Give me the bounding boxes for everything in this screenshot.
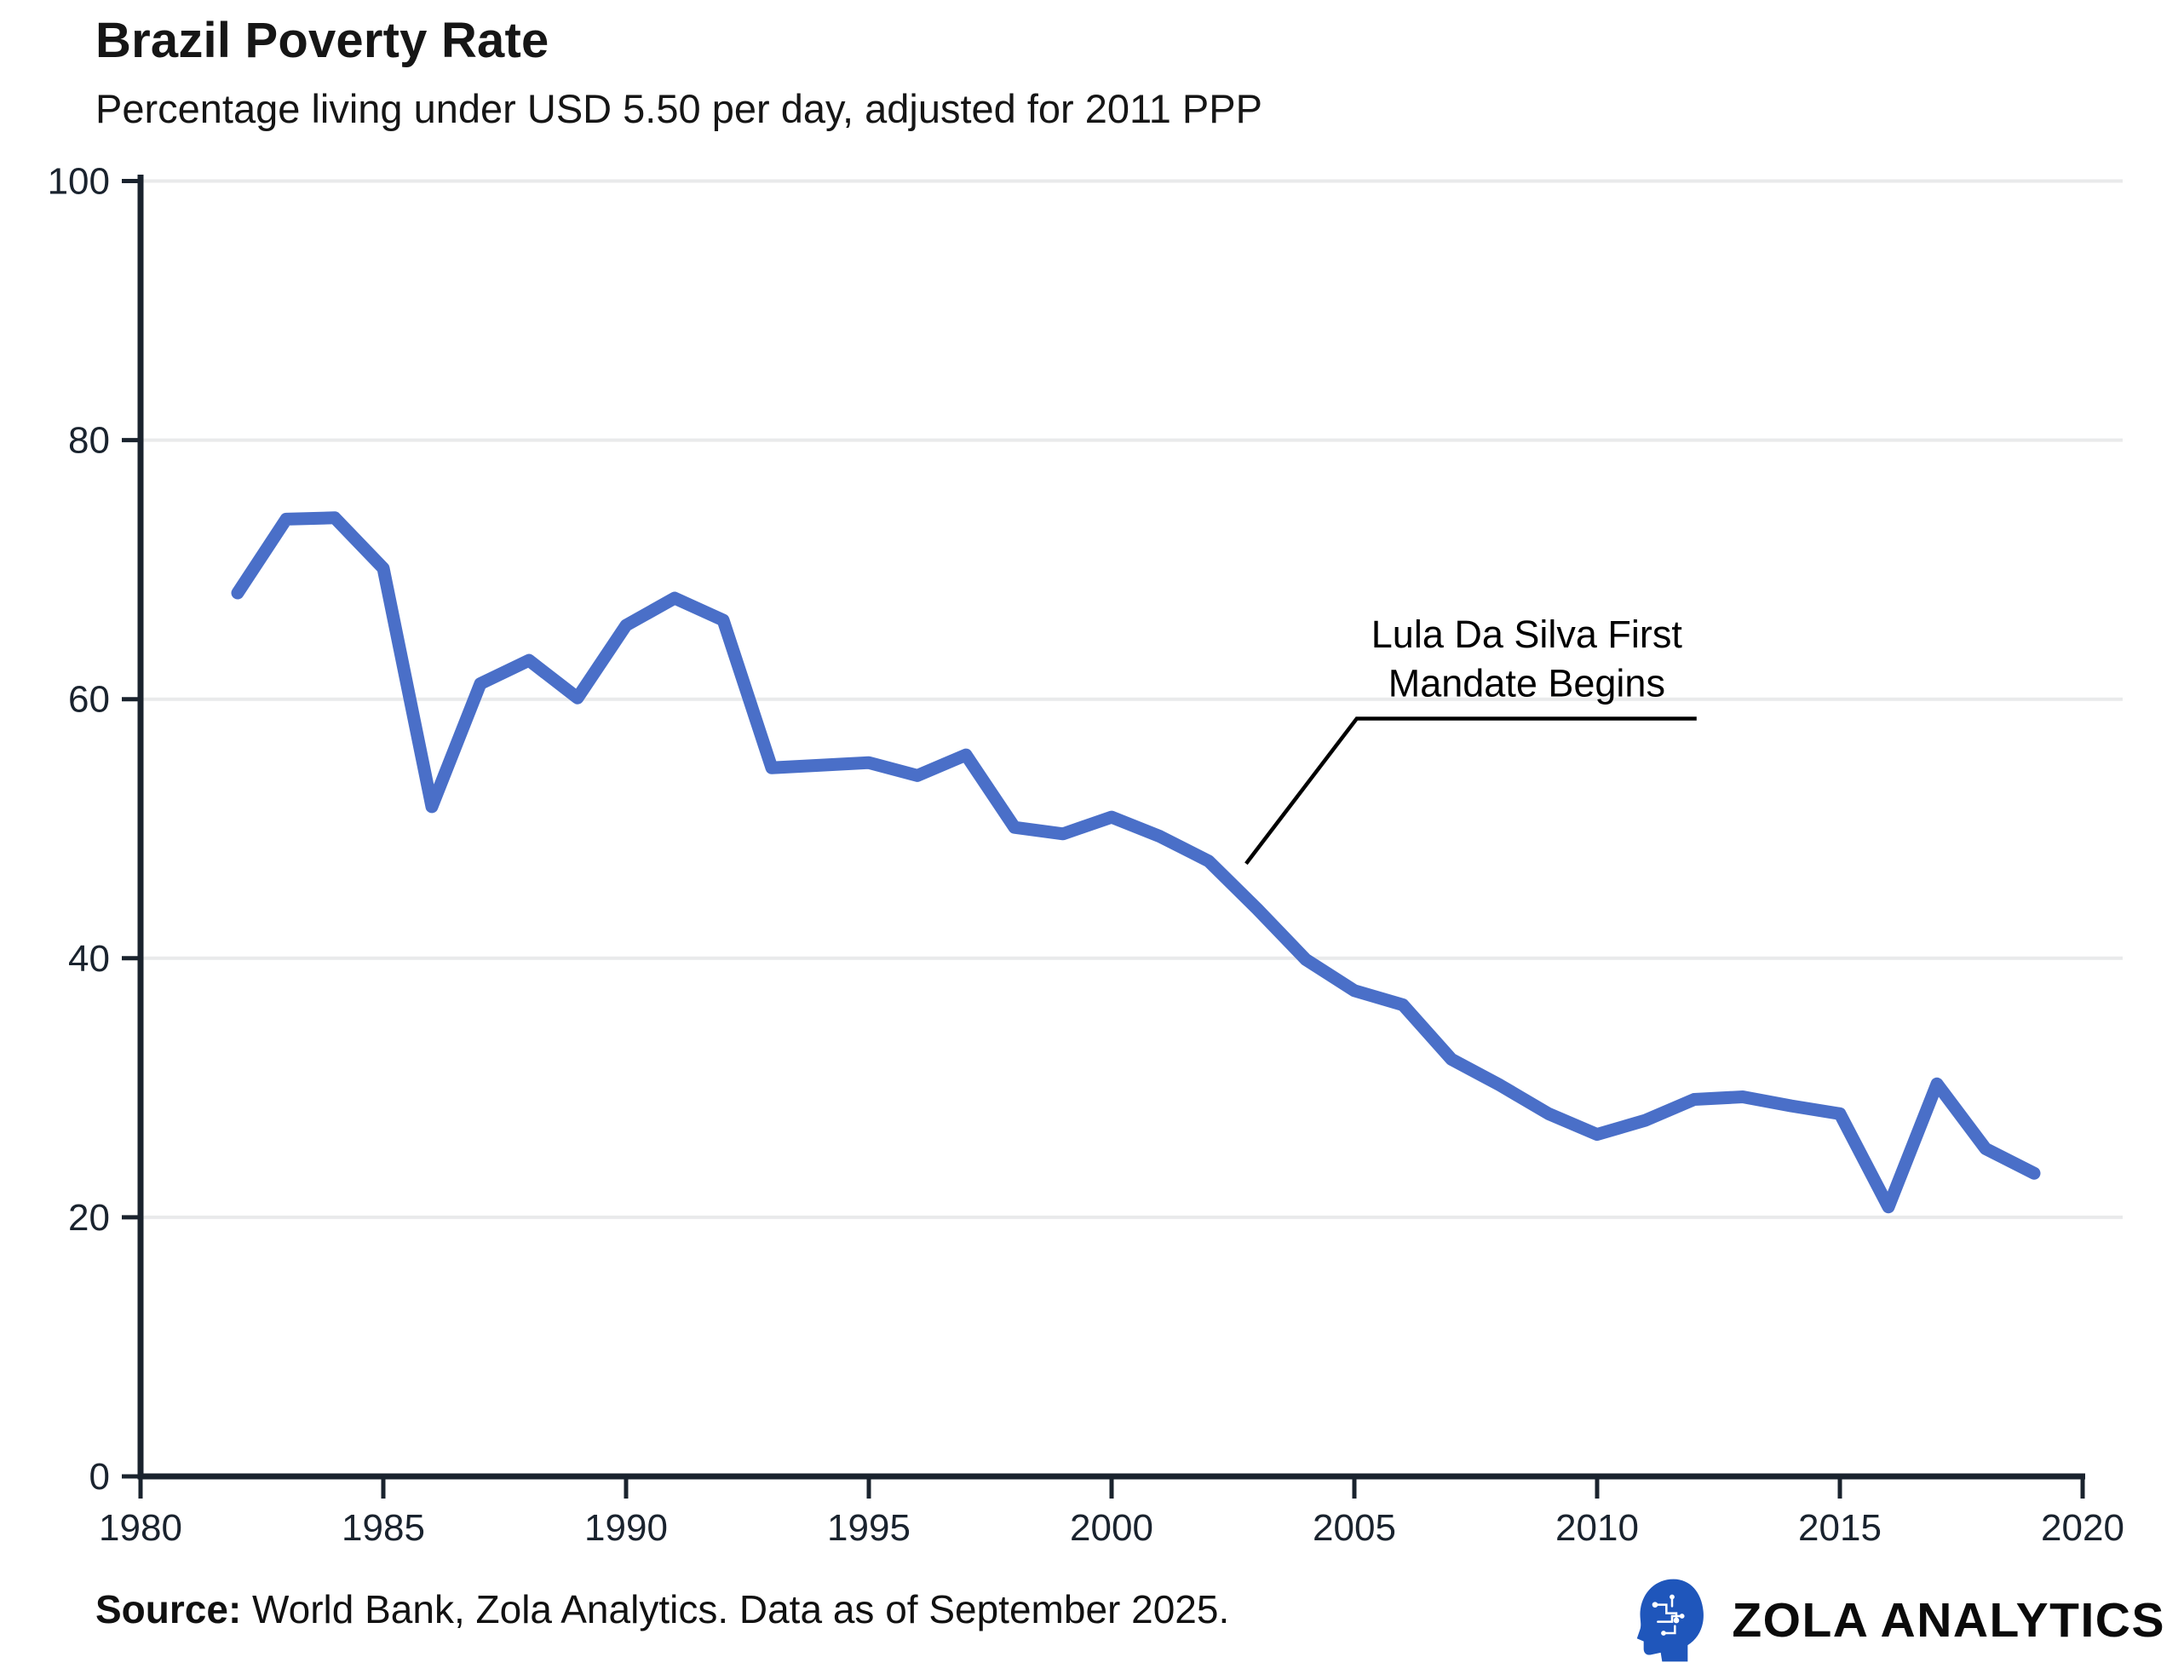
y-tick-label: 40 bbox=[68, 938, 110, 980]
poverty-rate-line bbox=[231, 511, 2041, 1214]
page-subtitle: Percentage living under USD 5.50 per day… bbox=[95, 86, 1262, 131]
brand-lockup: ZOLA ANALYTICS bbox=[1635, 1578, 2165, 1663]
x-tick-label: 1985 bbox=[342, 1507, 425, 1549]
x-tick-label: 2020 bbox=[2041, 1507, 2124, 1549]
source-note: Source: World Bank, Zola Analytics. Data… bbox=[95, 1586, 1229, 1632]
y-tick-label: 80 bbox=[68, 420, 110, 462]
page-title: Brazil Poverty Rate bbox=[95, 13, 549, 68]
source-label: Source: bbox=[95, 1587, 242, 1631]
x-tick-label: 2005 bbox=[1313, 1507, 1396, 1549]
x-tick-label: 2010 bbox=[1555, 1507, 1639, 1549]
brand-name: ZOLA ANALYTICS bbox=[1732, 1593, 2165, 1648]
x-tick-label: 2015 bbox=[1798, 1507, 1882, 1549]
annotation-text: Lula Da Silva First bbox=[1371, 613, 1683, 656]
x-tick-label: 1990 bbox=[584, 1507, 668, 1549]
y-tick-label: 100 bbox=[48, 161, 110, 203]
y-tick-label: 0 bbox=[89, 1456, 110, 1498]
x-tick-label: 1995 bbox=[827, 1507, 911, 1549]
y-tick-label: 20 bbox=[68, 1197, 110, 1239]
annotation-text: Mandate Begins bbox=[1388, 662, 1665, 705]
source-text: World Bank, Zola Analytics. Data as of S… bbox=[241, 1587, 1230, 1631]
annotation-pointer bbox=[1244, 716, 1697, 866]
circuit-head-icon bbox=[1637, 1579, 1704, 1662]
x-tick-label: 1980 bbox=[99, 1507, 182, 1549]
y-tick-label: 60 bbox=[68, 679, 110, 721]
x-tick-label: 2000 bbox=[1070, 1507, 1153, 1549]
